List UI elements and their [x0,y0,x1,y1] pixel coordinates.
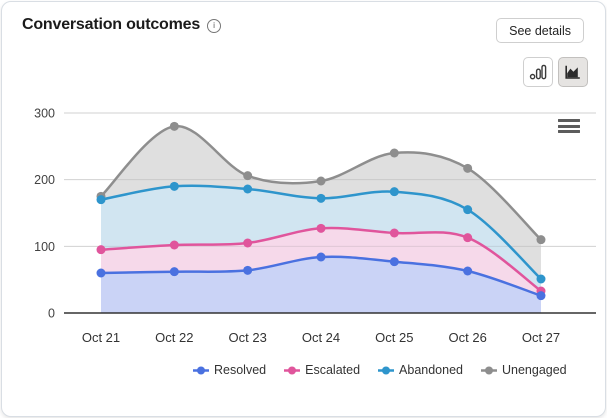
marker-escalated-0[interactable] [96,245,106,255]
chart-type-toggle [523,57,588,87]
x-axis-label-1: Oct 22 [155,330,193,345]
marker-unengaged-2[interactable] [243,171,253,181]
y-axis-label-300: 300 [34,107,55,121]
chart-svg: 0 100 200 300 Oct 21 Oct 22 Oct 23 Oct 24 Oct 25… [34,107,596,345]
marker-abandoned-0[interactable] [96,195,106,205]
area-chart-button[interactable] [558,57,588,87]
x-axis-label-0: Oct 21 [82,330,120,345]
marker-unengaged-5[interactable] [463,163,473,173]
legend-marker-unengaged-icon [480,366,497,374]
legend-item-abandoned[interactable]: Abandoned [378,363,463,377]
legend-item-escalated[interactable]: Escalated [284,363,360,377]
marker-abandoned-1[interactable] [169,181,179,191]
x-axis-label-3: Oct 24 [302,330,340,345]
legend-marker-escalated-icon [284,366,301,374]
legend-item-resolved[interactable]: Resolved [193,363,266,377]
marker-resolved-4[interactable] [389,257,399,267]
marker-abandoned-6[interactable] [536,274,546,284]
legend-item-unengaged[interactable]: Unengaged [480,363,567,377]
marker-abandoned-5[interactable] [463,205,473,215]
x-axis-label-6: Oct 27 [522,330,560,345]
y-axis-label-100: 100 [34,240,55,254]
marker-escalated-4[interactable] [389,228,399,238]
column-chart-button[interactable] [523,57,553,87]
legend-label: Abandoned [399,363,463,377]
marker-escalated-5[interactable] [463,233,473,243]
marker-abandoned-3[interactable] [316,193,326,203]
marker-abandoned-2[interactable] [243,184,253,194]
see-details-button[interactable]: See details [496,18,584,43]
x-axis-label-5: Oct 26 [449,330,487,345]
x-axis-label-4: Oct 25 [375,330,413,345]
info-icon[interactable]: i [207,19,222,33]
marker-resolved-0[interactable] [96,268,106,278]
marker-resolved-6[interactable] [536,291,546,301]
legend-label: Escalated [305,363,361,377]
marker-abandoned-4[interactable] [389,187,399,197]
legend-label: Unengaged [501,363,567,377]
legend-marker-resolved-icon [193,366,209,374]
card-header: Conversation outcomes i [22,16,222,34]
marker-unengaged-1[interactable] [169,121,179,131]
legend-marker-abandoned-icon [378,366,395,374]
marker-resolved-3[interactable] [316,252,326,262]
area-chart-icon [564,63,582,81]
area-resolved [101,256,541,313]
marker-resolved-2[interactable] [243,265,253,275]
marker-escalated-3[interactable] [316,223,326,233]
y-axis-label-200: 200 [34,173,55,187]
chart-legend: Resolved Escalated Abandoned Unengaged [193,363,567,377]
chart-menu-icon[interactable] [558,119,580,136]
marker-escalated-1[interactable] [169,240,179,250]
marker-resolved-1[interactable] [169,267,179,277]
marker-unengaged-3[interactable] [316,176,326,186]
y-axis-label-0: 0 [48,307,55,321]
page-title: Conversation outcomes [22,16,201,33]
marker-unengaged-4[interactable] [389,148,399,158]
x-axis-label-2: Oct 23 [229,330,267,345]
marker-escalated-2[interactable] [243,238,253,248]
marker-unengaged-6[interactable] [536,235,546,245]
marker-resolved-5[interactable] [463,266,473,276]
column-chart-icon [529,63,547,81]
legend-label: Resolved [214,363,267,377]
